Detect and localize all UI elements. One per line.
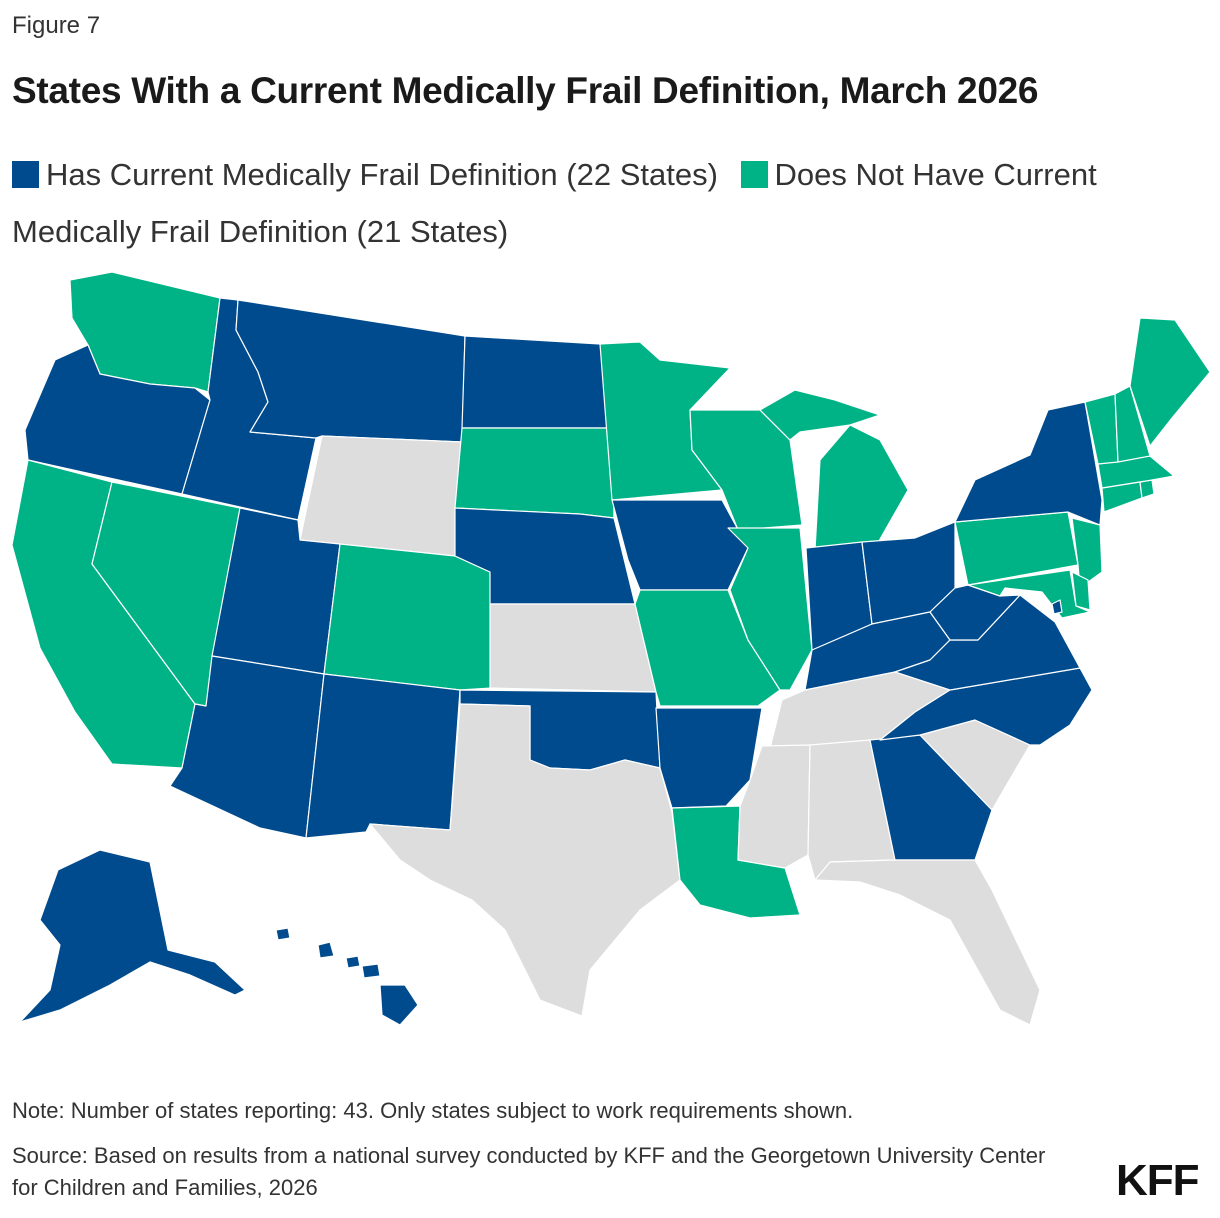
us-state-map [11, 271, 1211, 1026]
legend: Has Current Medically Frail Definition (… [12, 146, 1202, 260]
state-HI[interactable] [275, 927, 419, 1026]
chart-title: States With a Current Medically Frail De… [12, 70, 1039, 111]
state-WV[interactable] [929, 584, 1021, 641]
state-AK[interactable] [19, 849, 246, 1023]
legend-item-has-definition: Has Current Medically Frail Definition (… [12, 157, 718, 192]
state-NM[interactable] [305, 673, 461, 839]
state-ND[interactable] [461, 335, 613, 429]
state-KS[interactable] [489, 603, 657, 693]
state-NC[interactable] [879, 667, 1093, 746]
state-CO[interactable] [323, 543, 493, 691]
state-NH[interactable] [1114, 385, 1151, 463]
state-DC[interactable] [1051, 599, 1063, 615]
legend-swatch-has-definition [12, 161, 39, 188]
legend-label-no-definition: Does Not Have Current Medically Frail De… [12, 157, 1097, 249]
state-FL[interactable] [814, 859, 1041, 1026]
state-SD[interactable] [454, 427, 615, 519]
source-note: Source: Based on results from a national… [12, 1143, 1046, 1200]
legend-label-has-definition: Has Current Medically Frail Definition (… [46, 157, 718, 192]
state-MI-UP[interactable] [759, 389, 881, 441]
state-TX[interactable] [369, 703, 681, 1017]
footnote: Note: Number of states reporting: 43. On… [12, 1098, 854, 1123]
legend-swatch-no-definition [740, 161, 768, 188]
state-MT[interactable] [235, 299, 466, 443]
figure-label: Figure 7 [12, 12, 101, 39]
legend-item-no-definition: Does Not Have Current Medically Frail De… [12, 157, 1097, 249]
state-RI[interactable] [1139, 479, 1155, 499]
kff-logo: KFF [1116, 1156, 1200, 1205]
state-IA[interactable] [611, 499, 749, 591]
state-NY[interactable] [954, 401, 1103, 526]
state-IL[interactable] [727, 527, 813, 691]
state-MO[interactable] [634, 589, 781, 707]
state-MI[interactable] [814, 424, 909, 551]
state-ME[interactable] [1129, 317, 1211, 447]
state-NJ[interactable] [1071, 517, 1103, 589]
state-WY[interactable] [299, 435, 463, 557]
